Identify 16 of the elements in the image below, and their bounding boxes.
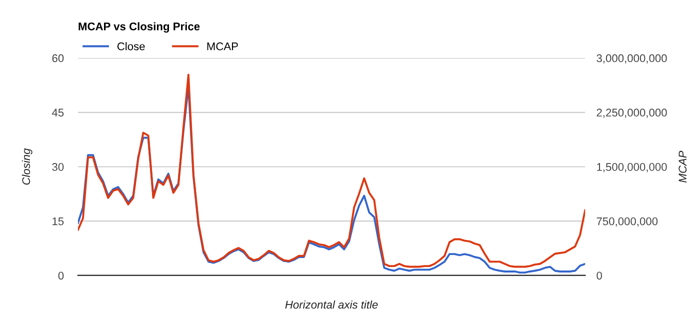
y-axis-title: Closing xyxy=(22,148,32,185)
y-tick-label: 0 xyxy=(58,272,64,280)
y2-axis-title: MCAP xyxy=(678,150,687,182)
legend-label: Close xyxy=(117,42,145,50)
y2-tick-label: 1,500,000,000 xyxy=(597,163,667,172)
y2-tick-label: 3,000,000,000 xyxy=(596,54,667,64)
x-axis-title: Horizontal axis title xyxy=(285,300,378,309)
chart-title: MCAP vs Closing Price xyxy=(78,22,200,33)
y2-tick-label: 750,000,000 xyxy=(596,217,658,227)
y-tick-label: 15 xyxy=(52,217,64,226)
legend-label: MCAP xyxy=(207,42,238,50)
y2-tick-label: 0 xyxy=(596,272,602,280)
y-tick-label: 60 xyxy=(52,54,64,62)
y-tick-label: 30 xyxy=(52,163,64,171)
y-tick-label: 45 xyxy=(52,108,64,117)
y2-tick-label: 2,250,000,000 xyxy=(596,108,667,118)
